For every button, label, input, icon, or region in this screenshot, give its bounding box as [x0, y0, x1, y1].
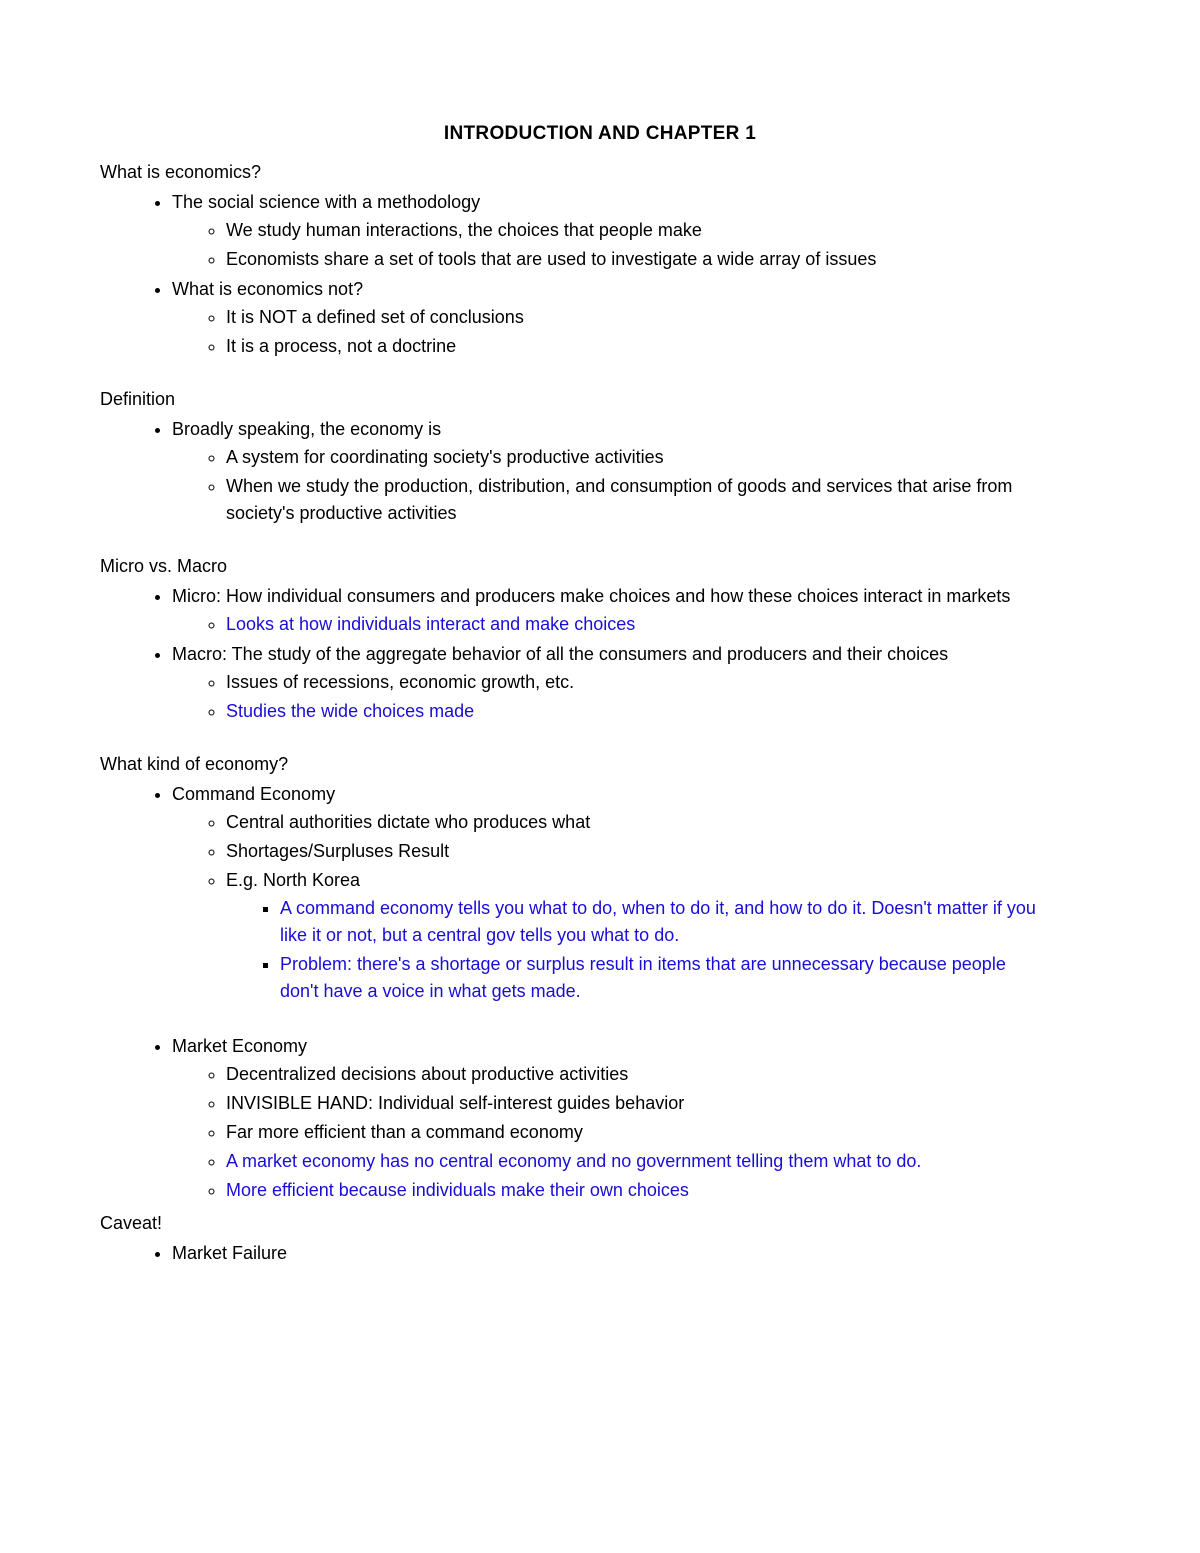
list-item: Issues of recessions, economic growth, e…	[226, 668, 1080, 697]
list-item: Broadly speaking, the economy is A system…	[172, 415, 1100, 529]
list-level-2: Central authorities dictate who produces…	[172, 808, 1080, 1007]
list-item: A system for coordinating society's prod…	[226, 443, 1080, 472]
list-level-1: The social science with a methodology We …	[100, 188, 1100, 362]
list-item-text: Decentralized decisions about productive…	[226, 1064, 628, 1084]
list-item-text: Studies the wide choices made	[226, 701, 474, 721]
list-level-2: A system for coordinating society's prod…	[172, 443, 1080, 528]
list-item: Command Economy Central authorities dicta…	[172, 780, 1100, 1008]
list-item-text: Macro: The study of the aggregate behavi…	[172, 644, 948, 664]
list-item-text: Looks at how individuals interact and ma…	[226, 614, 635, 634]
list-item: INVISIBLE HAND: Individual self-interest…	[226, 1089, 1080, 1118]
list-item-text: Micro: How individual consumers and prod…	[172, 586, 1010, 606]
list-item: Micro: How individual consumers and prod…	[172, 582, 1100, 640]
list-item: It is NOT a defined set of conclusions	[226, 303, 1080, 332]
list-item-text: It is NOT a defined set of conclusions	[226, 307, 524, 327]
list-item-text: The social science with a methodology	[172, 192, 480, 212]
list-item: Far more efficient than a command econom…	[226, 1118, 1080, 1147]
list-item-text: We study human interactions, the choices…	[226, 220, 702, 240]
page-title: INTRODUCTION AND CHAPTER 1	[100, 120, 1100, 149]
list-level-1: Broadly speaking, the economy is A system…	[100, 415, 1100, 529]
list-level-2: Looks at how individuals interact and ma…	[172, 610, 1080, 639]
list-item-text: It is a process, not a doctrine	[226, 336, 456, 356]
list-item-text: Shortages/Surpluses Result	[226, 841, 449, 861]
list-item: Shortages/Surpluses Result	[226, 837, 1080, 866]
list-item-text: Market Economy	[172, 1036, 307, 1056]
section-heading: What is economics?	[100, 159, 1100, 186]
list-level-2: Decentralized decisions about productive…	[172, 1060, 1080, 1205]
section-heading: What kind of economy?	[100, 751, 1100, 778]
list-item-text: INVISIBLE HAND: Individual self-interest…	[226, 1093, 684, 1113]
list-item: Problem: there's a shortage or surplus r…	[280, 950, 1060, 1006]
list-item: Market Economy Decentralized decisions ab…	[172, 1032, 1100, 1206]
section-heading: Micro vs. Macro	[100, 553, 1100, 580]
list-item-text: Market Failure	[172, 1243, 287, 1263]
list-level-1: Command Economy Central authorities dicta…	[100, 780, 1100, 1206]
list-item-text: Far more efficient than a command econom…	[226, 1122, 583, 1142]
list-item-text: Broadly speaking, the economy is	[172, 419, 441, 439]
list-item-text: A command economy tells you what to do, …	[280, 898, 1036, 945]
list-item: When we study the production, distributi…	[226, 472, 1080, 528]
list-level-2: It is NOT a defined set of conclusions It…	[172, 303, 1080, 361]
list-item: Market Failure	[172, 1239, 1100, 1268]
list-item-text: Command Economy	[172, 784, 335, 804]
list-item: E.g. North Korea A command economy tells …	[226, 866, 1080, 1007]
list-item: Central authorities dictate who produces…	[226, 808, 1080, 837]
list-item-text: Central authorities dictate who produces…	[226, 812, 590, 832]
list-item-text: When we study the production, distributi…	[226, 476, 1012, 523]
list-item: What is economics not? It is NOT a define…	[172, 275, 1100, 362]
list-level-3: A command economy tells you what to do, …	[226, 894, 1060, 1006]
list-level-1: Micro: How individual consumers and prod…	[100, 582, 1100, 727]
list-item-text: A market economy has no central economy …	[226, 1151, 921, 1171]
list-level-2: Issues of recessions, economic growth, e…	[172, 668, 1080, 726]
list-item: More efficient because individuals make …	[226, 1176, 1080, 1205]
section-heading: Definition	[100, 386, 1100, 413]
list-item: We study human interactions, the choices…	[226, 216, 1080, 245]
list-item: A command economy tells you what to do, …	[280, 894, 1060, 950]
list-level-2: We study human interactions, the choices…	[172, 216, 1080, 274]
list-item-text: Issues of recessions, economic growth, e…	[226, 672, 574, 692]
list-item: Looks at how individuals interact and ma…	[226, 610, 1080, 639]
document-body: What is economics?The social science wit…	[100, 159, 1100, 1268]
list-item: Macro: The study of the aggregate behavi…	[172, 640, 1100, 727]
list-item-text: Economists share a set of tools that are…	[226, 249, 876, 269]
list-item: Studies the wide choices made	[226, 697, 1080, 726]
list-level-1: Market Failure	[100, 1239, 1100, 1268]
list-item: A market economy has no central economy …	[226, 1147, 1080, 1176]
section-heading: Caveat!	[100, 1210, 1100, 1237]
list-item: The social science with a methodology We …	[172, 188, 1100, 275]
list-item: Decentralized decisions about productive…	[226, 1060, 1080, 1089]
list-item: Economists share a set of tools that are…	[226, 245, 1080, 274]
list-item: It is a process, not a doctrine	[226, 332, 1080, 361]
list-item-text: What is economics not?	[172, 279, 363, 299]
list-item-text: E.g. North Korea	[226, 870, 360, 890]
list-item-text: A system for coordinating society's prod…	[226, 447, 664, 467]
list-item-text: More efficient because individuals make …	[226, 1180, 689, 1200]
list-item-text: Problem: there's a shortage or surplus r…	[280, 954, 1006, 1001]
